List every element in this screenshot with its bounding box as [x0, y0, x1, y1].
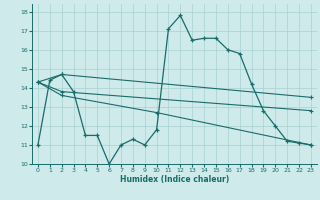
X-axis label: Humidex (Indice chaleur): Humidex (Indice chaleur)	[120, 175, 229, 184]
